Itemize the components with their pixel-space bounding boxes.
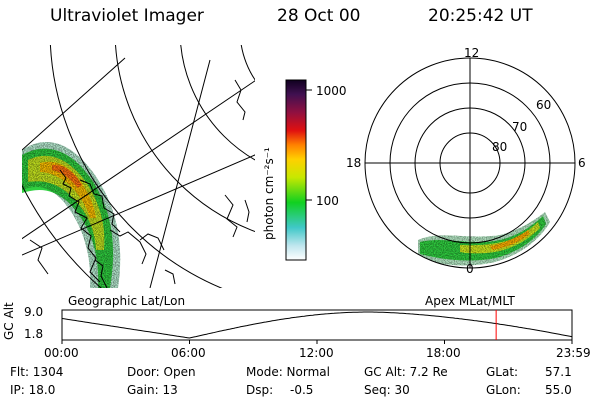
lat-label-60: 60 (536, 98, 552, 112)
instrument-title: Ultraviolet Imager (50, 6, 204, 26)
left-panel-caption: Geographic Lat/Lon (68, 294, 186, 308)
geographic-map-panel (22, 45, 255, 288)
flight-number: Flt: 1304 (10, 365, 64, 379)
glon-label: GLon: (486, 383, 521, 397)
auroral-emission-polar (418, 212, 550, 266)
alt-tick-high: 9.0 (24, 305, 44, 319)
mode-value: Mode: Normal (246, 365, 330, 379)
seq-value: Seq: 30 (364, 383, 410, 397)
lat-label-80: 80 (492, 140, 508, 154)
colorbar-tick-100: 100 (316, 194, 339, 208)
time-tick-0600: 06:00 (171, 346, 206, 360)
altitude-strip (61, 309, 573, 344)
mlt-label-12: 12 (464, 46, 480, 60)
time-tick-1200: 12:00 (299, 346, 334, 360)
coastlines (29, 79, 250, 288)
time-tick-0000: 00:00 (44, 346, 79, 360)
dsp-label: Dsp: (246, 383, 274, 397)
mlt-label-6: 6 (578, 156, 586, 170)
color-scale-bar (285, 79, 312, 261)
lat-label-70: 70 (512, 120, 528, 134)
time-label: 20:25:42 UT (428, 6, 533, 26)
glat-label: GLat: (486, 365, 519, 379)
longitude-grid (22, 57, 255, 288)
mlt-label-18: 18 (346, 156, 362, 170)
right-panel-caption: Apex MLat/MLT (425, 294, 515, 308)
gain-value: Gain: 13 (127, 383, 178, 397)
polar-plot-panel (364, 57, 576, 269)
time-tick-2359: 23:59 (556, 346, 591, 360)
door-status: Door: Open (127, 365, 196, 379)
gc-alt-value: GC Alt: 7.2 Re (364, 365, 448, 379)
dsp-value: -0.5 (290, 383, 314, 397)
mlt-label-0: 0 (466, 262, 474, 276)
auroral-emission-geographic (22, 142, 121, 288)
gc-alt-axis-label: GC Alt (2, 302, 16, 340)
colorbar-tick-1000: 1000 (316, 84, 347, 98)
glat-value: 57.1 (545, 365, 572, 379)
alt-tick-low: 1.8 (24, 327, 44, 341)
time-tick-1800: 18:00 (426, 346, 461, 360)
polar-grid (364, 57, 576, 269)
date-label: 28 Oct 00 (277, 6, 361, 26)
glon-value: 55.0 (545, 383, 572, 397)
colorbar-unit-label: photon cm⁻²s⁻¹ (262, 147, 276, 240)
ip-value: IP: 18.0 (10, 383, 56, 397)
